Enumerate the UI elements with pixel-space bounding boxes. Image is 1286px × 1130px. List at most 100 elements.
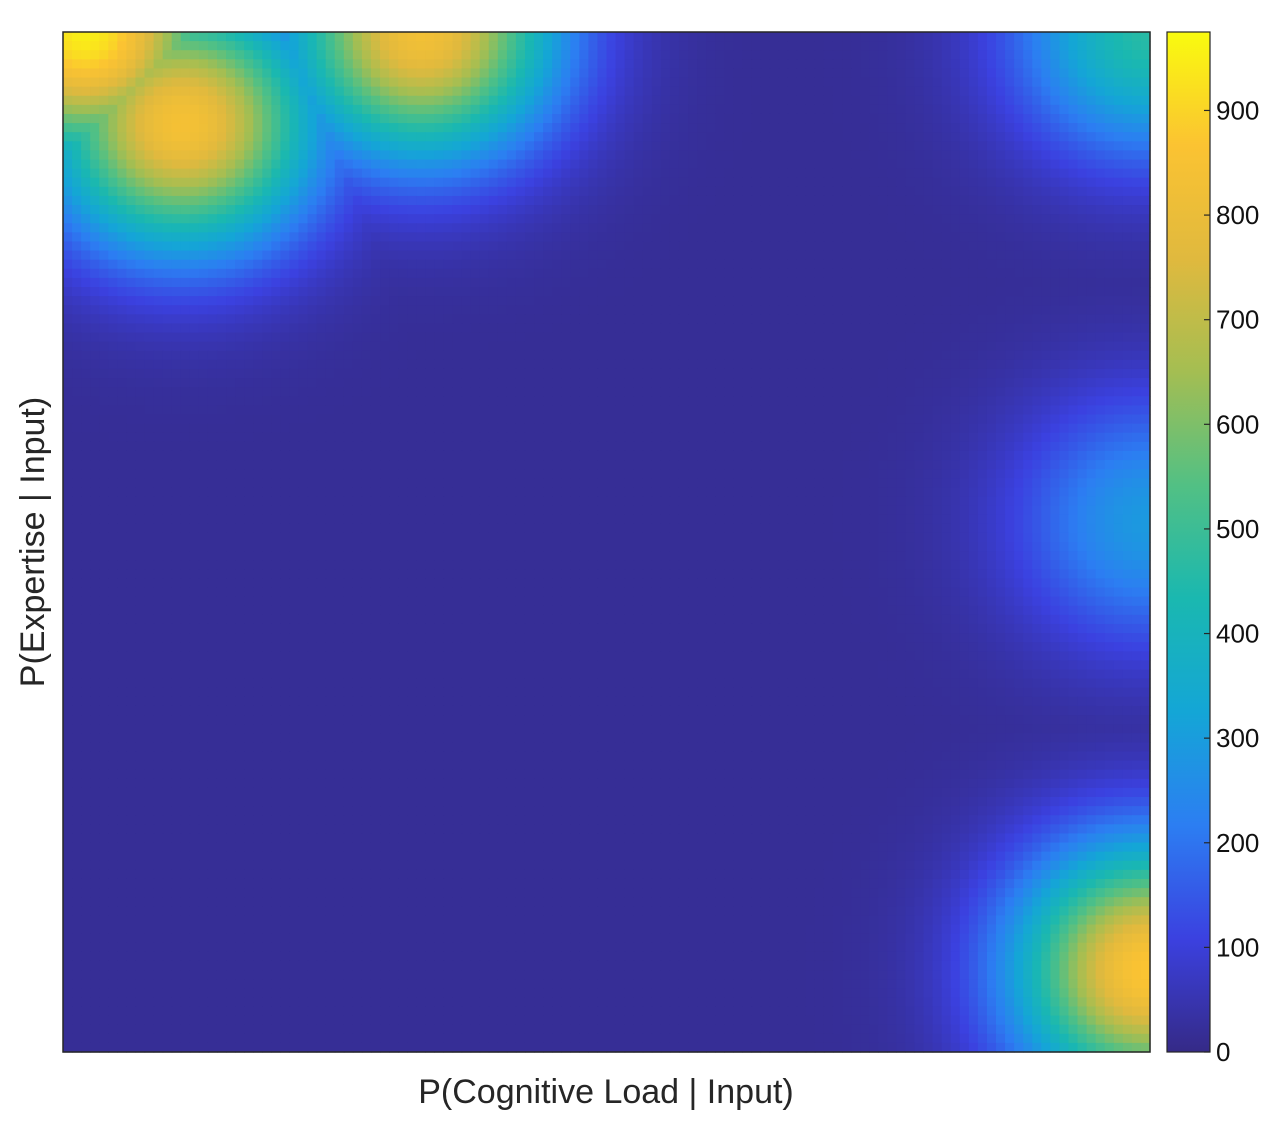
heatmap-cell [479, 77, 490, 88]
heatmap-cell [153, 159, 164, 170]
heatmap-cell [1068, 287, 1079, 297]
heatmap-cell [370, 195, 381, 206]
heatmap-cell [1041, 378, 1051, 388]
heatmap-cell [1005, 268, 1015, 279]
heatmap-cell [941, 50, 952, 60]
heatmap-cell [361, 387, 372, 397]
heatmap-cell [534, 341, 544, 352]
heatmap-cell [1014, 132, 1024, 142]
heatmap-cell [588, 405, 599, 416]
heatmap-cell [932, 32, 943, 42]
heatmap-cell [144, 359, 155, 370]
heatmap-cell [1068, 205, 1079, 215]
heatmap-cell [706, 214, 716, 224]
heatmap-cell [923, 86, 934, 97]
heatmap-cell [389, 332, 399, 343]
heatmap-cell [597, 168, 608, 179]
heatmap-cell [905, 241, 916, 252]
heatmap-cell [334, 159, 345, 170]
heatmap-cell [860, 141, 870, 151]
heatmap-cell [162, 177, 173, 188]
heatmap-cell [742, 168, 753, 179]
heatmap-cell [832, 50, 843, 60]
heatmap-cell [117, 77, 128, 88]
heatmap-cell [216, 168, 227, 179]
heatmap-cell [189, 232, 200, 243]
heatmap-cell [271, 341, 281, 352]
heatmap-cell [742, 287, 753, 297]
heatmap-cell [896, 332, 907, 343]
heatmap-cell [715, 95, 725, 106]
heatmap-cell [878, 396, 888, 406]
heatmap-cell [524, 141, 535, 151]
heatmap-cell [923, 387, 934, 397]
heatmap-cell [787, 241, 798, 252]
heatmap-cell [524, 341, 535, 352]
heatmap-cell [896, 41, 907, 51]
heatmap-cell [361, 132, 372, 142]
heatmap-cell [370, 250, 381, 261]
heatmap-cell [914, 287, 925, 297]
heatmap-cell [144, 277, 155, 288]
heatmap-cell [63, 232, 73, 243]
heatmap-cell [389, 378, 399, 388]
heatmap-cell [851, 186, 861, 197]
heatmap-cell [923, 50, 934, 60]
heatmap-cell [325, 277, 336, 288]
heatmap-cell [244, 223, 254, 233]
heatmap-cell [416, 104, 426, 115]
heatmap-cell [823, 59, 834, 70]
heatmap-cell [688, 177, 698, 188]
heatmap-cell [289, 314, 300, 325]
heatmap-cell [81, 287, 91, 297]
heatmap-cell [615, 341, 626, 352]
heatmap-cell [814, 186, 825, 197]
heatmap-cell [316, 68, 327, 79]
heatmap-cell [1068, 186, 1079, 197]
heatmap-cell [108, 405, 118, 416]
heatmap-cell [198, 95, 209, 106]
heatmap-cell [352, 405, 363, 416]
heatmap-cell [253, 95, 263, 106]
heatmap-cell [977, 50, 988, 60]
heatmap-cell [289, 141, 300, 151]
heatmap-cell [941, 123, 952, 133]
heatmap-cell [624, 113, 635, 124]
heatmap-cell [1068, 86, 1079, 97]
heatmap-cell [787, 332, 798, 343]
heatmap-cell [63, 113, 73, 124]
heatmap-cell [262, 341, 272, 352]
heatmap-cell [651, 378, 662, 388]
heatmap-cell [207, 113, 218, 124]
heatmap-cell [416, 223, 426, 233]
heatmap-cell [524, 359, 535, 370]
heatmap-cell [280, 341, 291, 352]
heatmap-cell [289, 241, 300, 252]
heatmap-cell [162, 378, 173, 388]
heatmap-cell [425, 223, 435, 233]
heatmap-cell [189, 41, 200, 51]
heatmap-cell [842, 396, 852, 406]
heatmap-cell [307, 95, 318, 106]
heatmap-cell [715, 168, 725, 179]
heatmap-cell [1104, 77, 1115, 88]
heatmap-cell [524, 50, 535, 60]
heatmap-cell [216, 296, 227, 306]
heatmap-cell [90, 50, 100, 60]
heatmap-cell [1005, 59, 1015, 70]
heatmap-cell [905, 259, 916, 270]
heatmap-cell [289, 68, 300, 79]
heatmap-cell [524, 296, 535, 306]
heatmap-cell [1095, 41, 1106, 51]
heatmap-cell [171, 113, 182, 124]
heatmap-cell [878, 259, 888, 270]
heatmap-cell [968, 86, 979, 97]
heatmap-cell [787, 305, 798, 315]
heatmap-cell [832, 268, 843, 279]
heatmap-cell [398, 332, 408, 343]
heatmap-cell [280, 259, 291, 270]
heatmap-cell [81, 186, 91, 197]
heatmap-cell [579, 368, 589, 379]
heatmap-cell [561, 368, 571, 379]
heatmap-cell [524, 113, 535, 124]
